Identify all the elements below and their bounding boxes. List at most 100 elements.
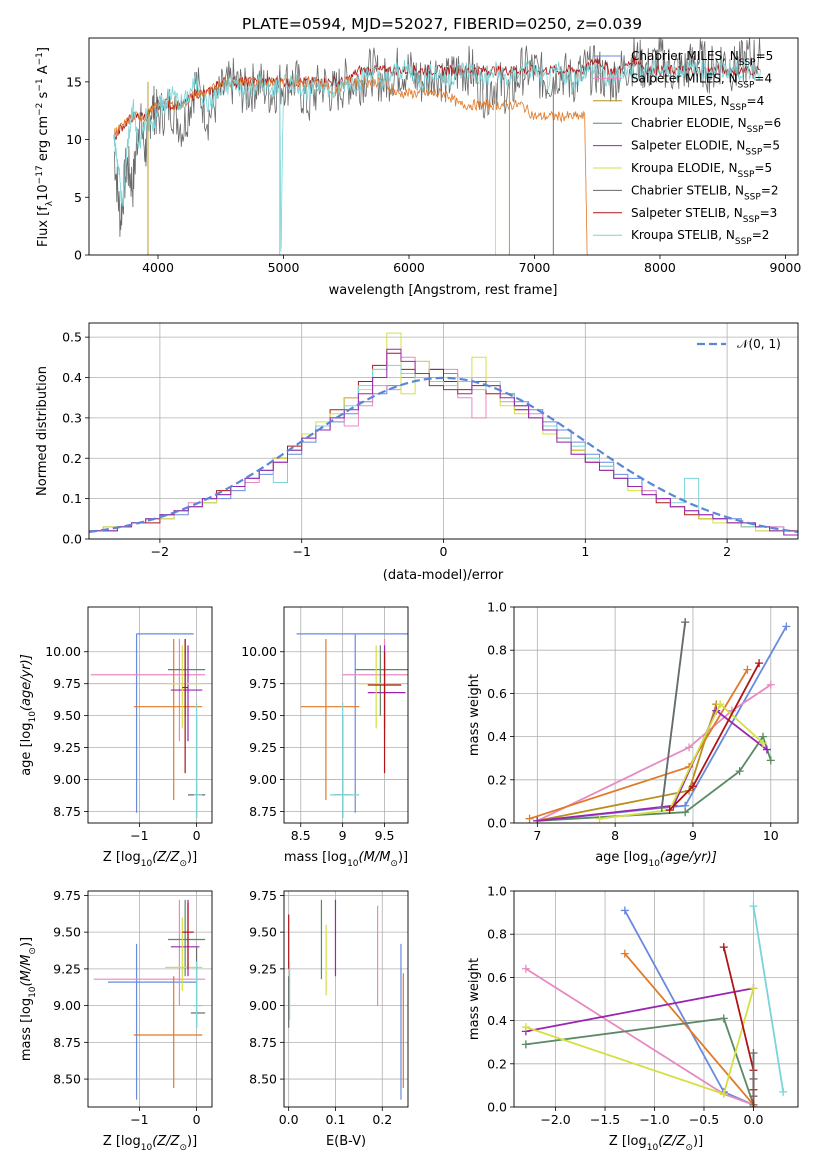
spectrum-series — [113, 75, 588, 255]
y-tick-label: 9.25 — [53, 961, 81, 976]
point-marker — [657, 803, 666, 812]
y-tick-label: 0.2 — [487, 1056, 507, 1071]
label-part: (M/M — [19, 955, 34, 987]
plot-area — [113, 38, 761, 255]
label-part: (Z/Z — [152, 1134, 180, 1149]
x-tick-label: −2.0 — [540, 1112, 570, 1127]
y-axis-label: Normed distribution — [35, 366, 50, 496]
label-part: ⊙ — [179, 859, 187, 869]
label-part: 10 — [647, 1143, 659, 1153]
label-part: SSP — [738, 80, 755, 90]
axes-frame — [88, 37, 799, 256]
label-part: Chabrier MILES, N — [631, 49, 739, 63]
y-tick-label: 9.25 — [53, 740, 81, 755]
x-axis-label: Z [log10(Z/Z⊙)] — [103, 1134, 197, 1153]
legend-label: Kroupa STELIB, NSSP=2 — [631, 228, 769, 247]
label-part: erg cm — [36, 116, 51, 165]
normal-curve — [89, 376, 798, 533]
axes-frame — [513, 606, 799, 824]
y-tick-label: 1.0 — [487, 884, 507, 899]
y-tick-label: 10 — [66, 132, 82, 147]
y-tick-label: 9.50 — [53, 925, 81, 940]
point-marker — [749, 1074, 758, 1083]
y-tick-label: 0.3 — [62, 410, 82, 425]
x-tick-label: 4000 — [142, 260, 174, 275]
point-marker — [620, 906, 629, 915]
point-marker — [665, 806, 674, 815]
spectrum-panel: 4000 5000 6000 7000 8000 9000 0 5 10 15 wavelength… — [35, 37, 801, 298]
label-part: =4 — [747, 94, 765, 108]
point-marker — [749, 1049, 758, 1057]
x-axis-label: age [log10(age/yr)] — [595, 850, 717, 869]
label-part: ⊙ — [28, 947, 38, 955]
point-marker — [681, 618, 690, 627]
mass-vs-metallicity-panel: −1 08.508.759.009.259.509.75Z [log10(Z/Z⊙… — [19, 888, 213, 1153]
label-part: =2 — [761, 183, 779, 197]
label-part: λ — [45, 200, 55, 206]
y-tick-label: 0.4 — [487, 1013, 507, 1028]
label-part: SSP — [744, 192, 761, 202]
label-part: −2 — [35, 103, 45, 116]
legend-label: Chabrier STELIB, NSSP=2 — [631, 183, 779, 202]
axes-frame — [87, 890, 213, 1108]
point-marker — [521, 1023, 530, 1032]
label-part: (M/M — [359, 850, 391, 865]
x-tick-label: 8000 — [644, 260, 676, 275]
x-tick-label: 0.0 — [279, 1112, 299, 1127]
y-axis-label: Flux [fλ10−17 erg cm−2 s−1 A−1] — [35, 47, 55, 247]
label-part: 10 — [28, 711, 38, 723]
plot-area — [521, 902, 788, 1107]
y-tick-label: 9.50 — [249, 925, 277, 940]
label-part: ⊙ — [390, 859, 398, 869]
weight-series — [599, 702, 764, 820]
x-tick-label: 7 — [533, 828, 541, 843]
point-marker — [620, 949, 629, 958]
label-part: )] — [187, 1134, 197, 1149]
label-part: SSP — [747, 125, 764, 135]
point-marker — [762, 745, 771, 754]
legend-label: Salpeter STELIB, NSSP=3 — [631, 206, 777, 225]
x-tick-label: −1.5 — [590, 1112, 620, 1127]
label-part: ⊙ — [179, 1143, 187, 1153]
x-axis-label: wavelength [Angstrom, rest frame] — [329, 283, 558, 298]
label-part: Z [log — [103, 1134, 141, 1149]
weight-series — [624, 953, 755, 1106]
label-part: Salpeter STELIB, N — [631, 206, 743, 220]
point-marker — [749, 1103, 758, 1107]
axes-frame — [283, 606, 409, 824]
x-tick-label: 1 — [581, 544, 589, 559]
label-part: s — [36, 91, 51, 102]
label-part: =5 — [762, 139, 780, 153]
y-tick-label: 0.0 — [487, 816, 507, 831]
axes-frame — [88, 322, 799, 540]
label-part: =4 — [754, 71, 772, 85]
y-axis-label: age [log10(age/yr)] — [19, 654, 38, 776]
label-part: Chabrier STELIB, N — [631, 183, 744, 197]
legend-label: 𝒩(0, 1) — [737, 337, 781, 351]
label-part: Z [log — [609, 1134, 647, 1149]
y-tick-label: 9.25 — [249, 961, 277, 976]
weight-series — [624, 909, 754, 1106]
label-part: SSP — [739, 58, 756, 68]
axes-frame — [283, 890, 409, 1108]
y-tick-label: 9.75 — [249, 676, 277, 691]
plot-area — [93, 899, 206, 1100]
point-marker — [525, 814, 534, 823]
x-tick-label: −1.0 — [639, 1112, 669, 1127]
x-tick-label: 0.1 — [326, 1112, 346, 1127]
x-axis-label: Z [log10(Z/Z⊙)] — [103, 850, 197, 869]
y-tick-label: 0.5 — [62, 330, 82, 345]
label-part: Flux [f — [36, 206, 51, 247]
x-axis-label: E(B-V) — [326, 1134, 366, 1149]
weight-series — [537, 703, 718, 822]
y-tick-label: 8.75 — [249, 804, 277, 819]
x-tick-label: 8 — [611, 828, 619, 843]
histogram-series — [89, 348, 798, 536]
mass-vs-ebv-panel: 0.0 0.1 0.2 8.50 8.75 9.00 9.25 9.50 9.75 E(B-V) — [249, 888, 409, 1149]
x-tick-label: 10 — [763, 828, 779, 843]
y-axis-label: mass weight — [467, 958, 482, 1040]
y-tick-label: 15 — [66, 74, 82, 89]
point-marker — [685, 743, 694, 752]
label-part: Z [log — [103, 850, 141, 865]
